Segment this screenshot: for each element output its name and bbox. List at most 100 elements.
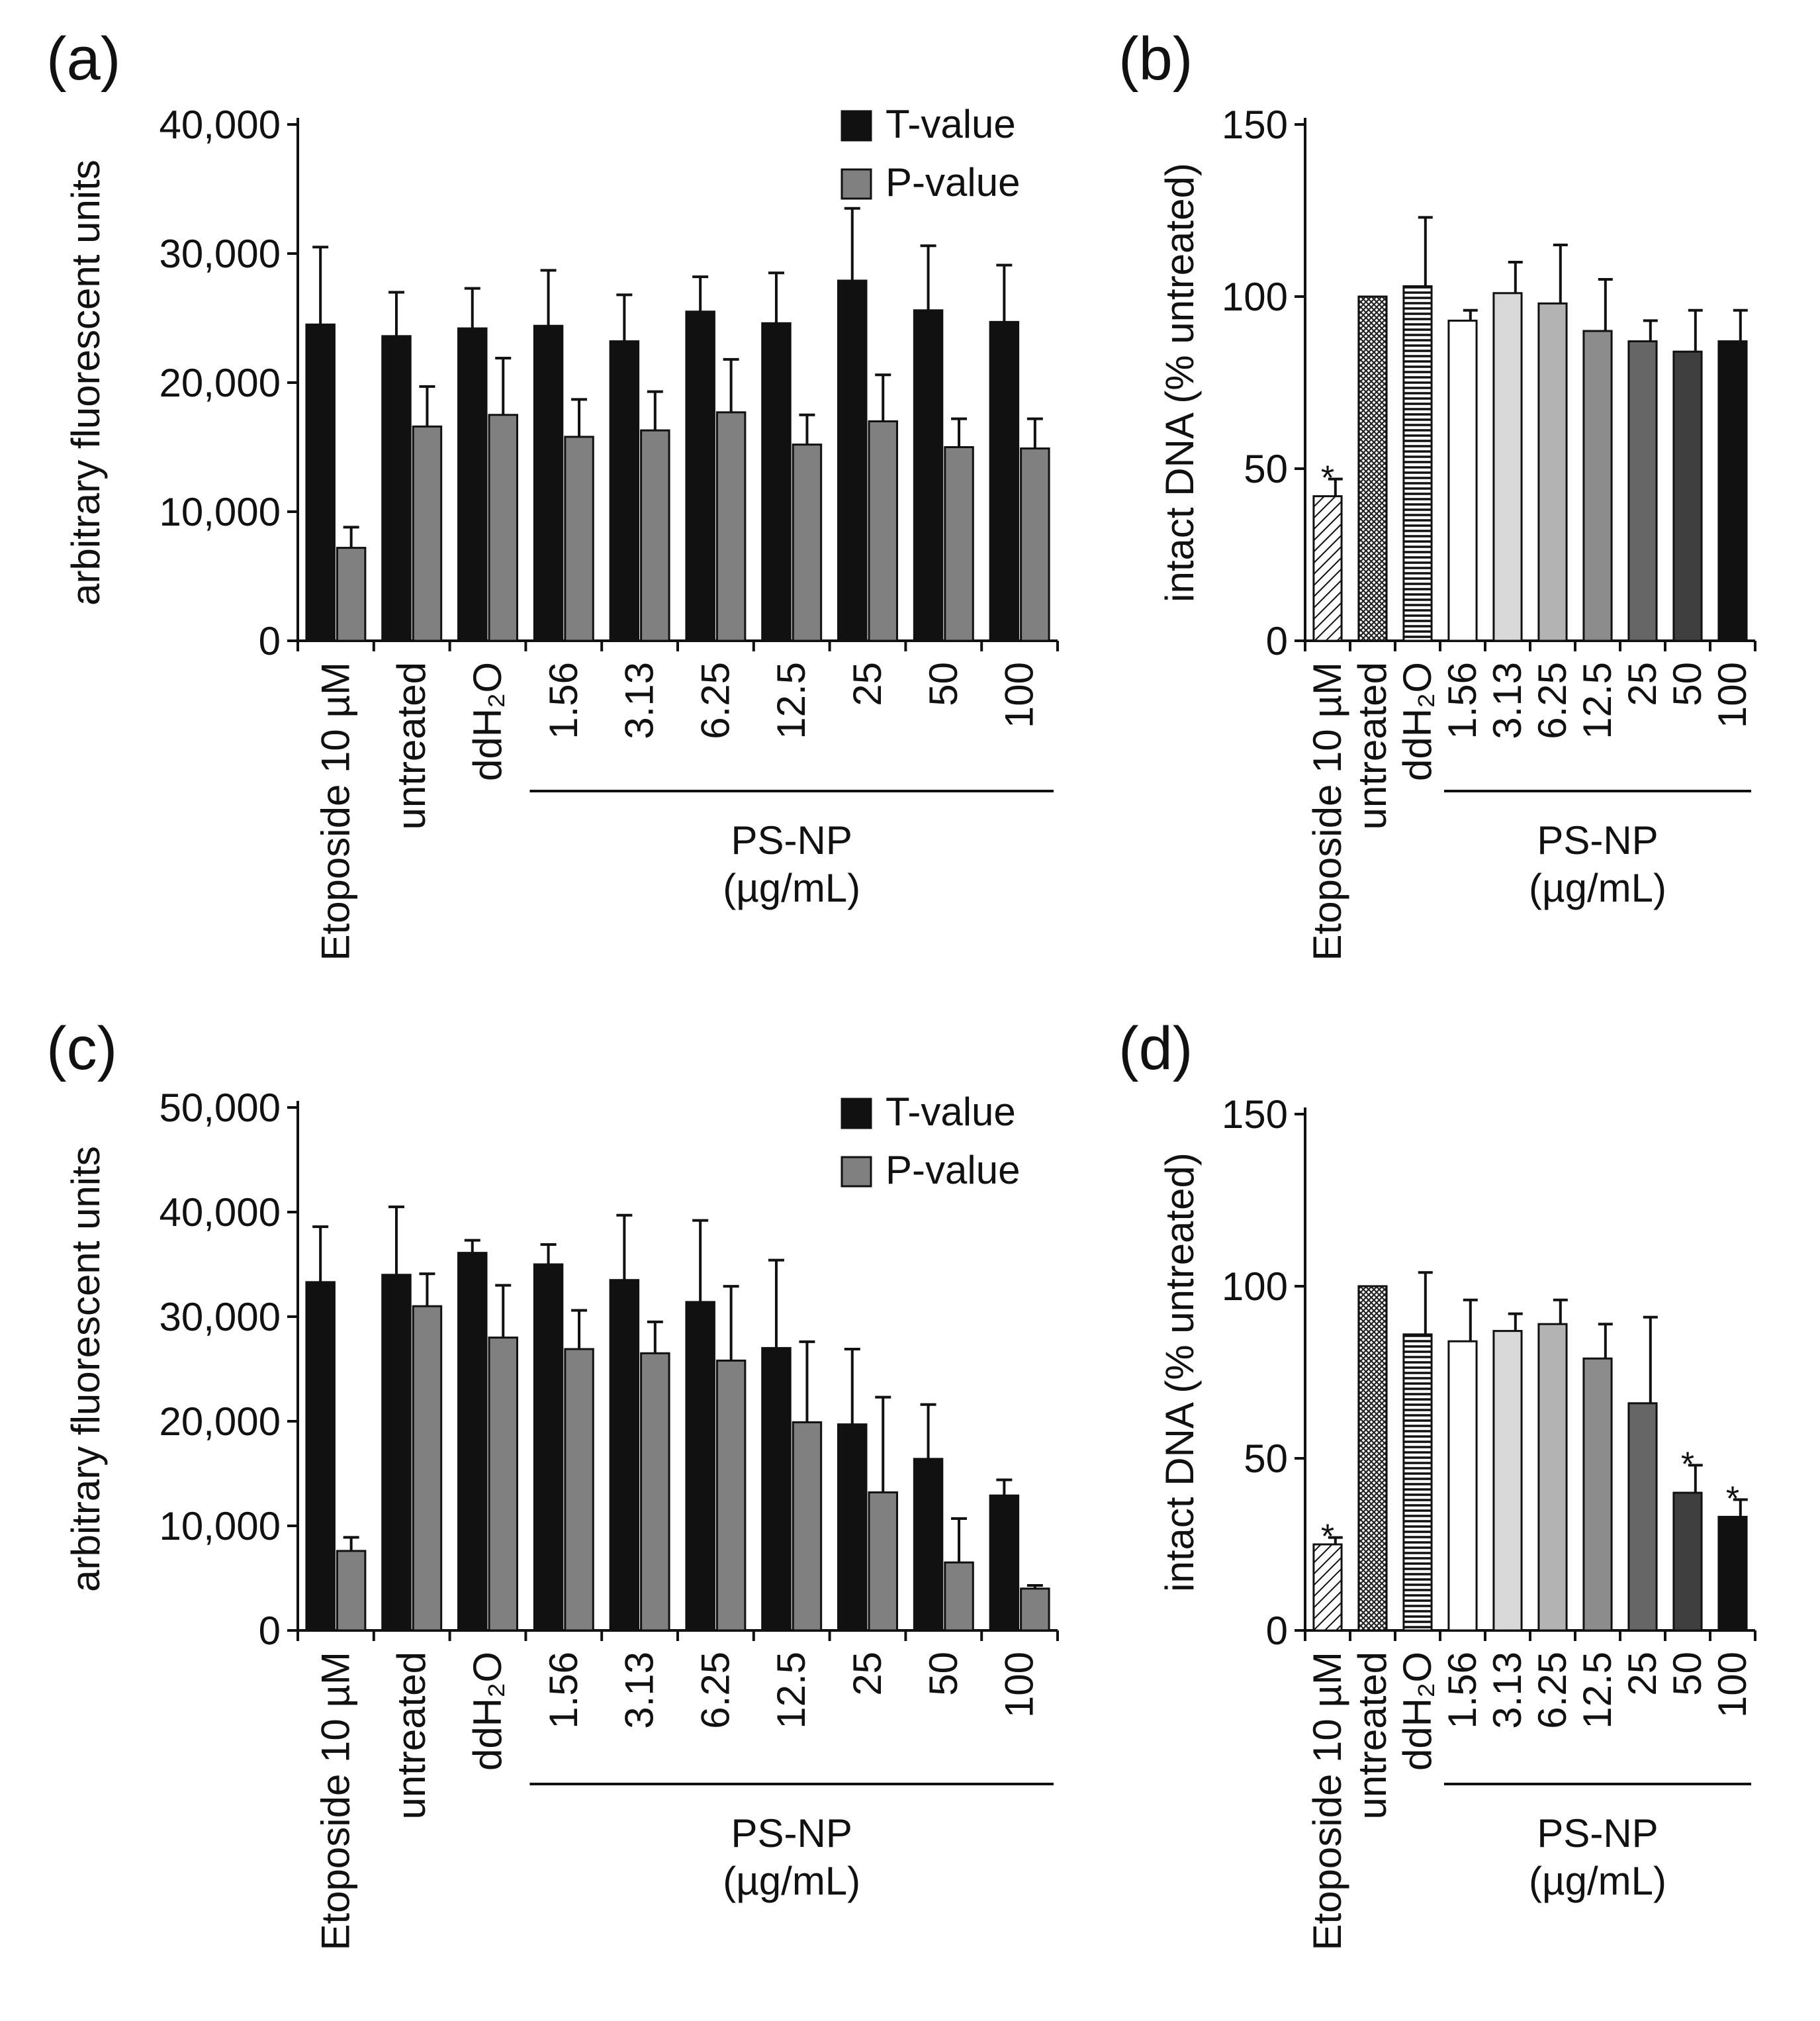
bar — [1492, 1330, 1523, 1632]
bar-t-value — [457, 1252, 488, 1632]
y-tick-label: 150 — [1222, 103, 1288, 147]
legend-swatch-t-value — [841, 1098, 872, 1129]
y-tick-label: 100 — [1222, 1264, 1288, 1309]
legend-label-t-value: T-value — [886, 102, 1016, 146]
x-tick-label: untreated — [389, 1652, 433, 1820]
bar-t-value — [989, 1494, 1020, 1632]
x-tick-label: 50 — [1665, 1652, 1709, 1696]
bar-p-value — [488, 414, 518, 642]
bar-p-value — [944, 446, 974, 642]
group-label-line1: PS-NP — [1537, 1811, 1658, 1856]
x-tick-label: 6.25 — [693, 1652, 737, 1729]
bar-t-value — [761, 322, 792, 642]
legend-label-t-value: T-value — [886, 1090, 1016, 1134]
bar-t-value — [989, 320, 1020, 642]
bar-p-value — [868, 420, 898, 642]
legend-label-p-value: P-value — [886, 160, 1020, 205]
x-tick-label: 25 — [845, 662, 889, 706]
bar-t-value — [533, 324, 564, 642]
bar-p-value — [715, 1359, 747, 1632]
x-tick-label: 3.13 — [1485, 662, 1529, 739]
panel-b-letter: (b) — [1118, 25, 1193, 93]
legend-label-p-value: P-value — [886, 1148, 1020, 1192]
x-tick-label: ddH₂O — [1395, 1652, 1439, 1771]
bar-t-value — [913, 309, 944, 642]
panel-c-letter: (c) — [46, 1015, 117, 1082]
panel-c-plot: 0 10,000 20,000 30,000 40,000 50,000 arbitrary… — [64, 1086, 1059, 1951]
bar-p-value — [640, 1352, 670, 1632]
x-tick-label: 1.56 — [541, 662, 586, 739]
x-tick-label: 3.13 — [1485, 1652, 1529, 1729]
bar-t-value — [609, 340, 640, 642]
y-axis-title: arbitrary fluorescent units — [64, 160, 108, 606]
bar-t-value — [533, 1263, 564, 1632]
bar — [1402, 1333, 1433, 1632]
x-tick-label: 25 — [845, 1652, 889, 1696]
y-axis-title: intact DNA (% untreated) — [1158, 1152, 1202, 1592]
x-tick-label: 6.25 — [1530, 662, 1574, 739]
x-tick-label: 6.25 — [693, 662, 737, 739]
x-tick-label: untreated — [1350, 1652, 1394, 1820]
bar-p-value — [1020, 447, 1050, 642]
panel-d-letter: (d) — [1118, 1015, 1193, 1082]
panel-a-letter: (a) — [46, 25, 120, 93]
x-tick-label: 12.5 — [769, 662, 813, 739]
bar — [1582, 330, 1613, 642]
bar — [1447, 319, 1478, 642]
bar-p-value — [1020, 1587, 1050, 1632]
significance-star: * — [1726, 1480, 1739, 1518]
y-tick-label: 50 — [1244, 447, 1288, 491]
panel-a-plot: 0 10,000 20,000 30,000 40,000 arbitrary fluor… — [64, 102, 1059, 961]
legend-swatch-p-value — [841, 168, 872, 200]
x-tick-label: 50 — [921, 1652, 966, 1696]
x-tick-label: 25 — [1620, 662, 1664, 706]
bar-p-value — [336, 1550, 367, 1632]
bar — [1537, 302, 1568, 642]
x-tick-label: 12.5 — [769, 1652, 813, 1729]
y-tick-label: 0 — [1266, 619, 1288, 663]
bar — [1357, 295, 1388, 642]
bar-t-value — [913, 1458, 944, 1632]
x-tick-label: 100 — [997, 662, 1042, 728]
y-tick-label: 10,000 — [159, 490, 281, 534]
bar-p-value — [412, 1305, 443, 1632]
significance-star: * — [1321, 1518, 1334, 1556]
bar-p-value — [792, 1421, 823, 1632]
x-tick-label: untreated — [1350, 662, 1394, 830]
y-tick-label: 50 — [1244, 1436, 1288, 1481]
bar-t-value — [761, 1346, 792, 1632]
y-tick-label: 40,000 — [159, 1190, 281, 1235]
bar-p-value — [336, 547, 367, 642]
x-tick-label: 50 — [1665, 662, 1709, 706]
legend-swatch-p-value — [841, 1156, 872, 1188]
bar — [1492, 292, 1523, 642]
bar — [1447, 1340, 1478, 1632]
x-tick-label: ddH₂O — [465, 1652, 510, 1771]
y-tick-label: 0 — [1266, 1609, 1288, 1653]
bar-t-value — [609, 1279, 640, 1632]
bar-t-value — [305, 1281, 336, 1632]
bar — [1672, 1491, 1703, 1632]
x-tick-label: Etoposide 10 µM — [313, 662, 357, 961]
x-tick-label: ddH₂O — [465, 662, 510, 781]
y-tick-label: 150 — [1222, 1092, 1288, 1137]
bar-p-value — [564, 1348, 594, 1632]
bar-t-value — [837, 279, 868, 642]
bar-p-value — [792, 444, 823, 642]
x-tick-label: 1.56 — [1440, 1652, 1484, 1729]
x-tick-label: 1.56 — [1440, 662, 1484, 739]
group-label-line1: PS-NP — [731, 818, 852, 863]
bar-t-value — [457, 327, 488, 642]
bar-t-value — [685, 310, 715, 642]
bar-p-value — [488, 1337, 518, 1632]
bar — [1717, 1515, 1748, 1632]
y-tick-label: 50,000 — [159, 1086, 281, 1130]
x-tick-label: Etoposide 10 µM — [313, 1652, 357, 1951]
legend-swatch-t-value — [841, 110, 872, 142]
x-tick-label: 1.56 — [541, 1652, 586, 1729]
bar — [1717, 340, 1748, 642]
panel-c: (c) 0 10,000 20,000 30,000 40,000 50,000 arbit… — [46, 1015, 1059, 1951]
